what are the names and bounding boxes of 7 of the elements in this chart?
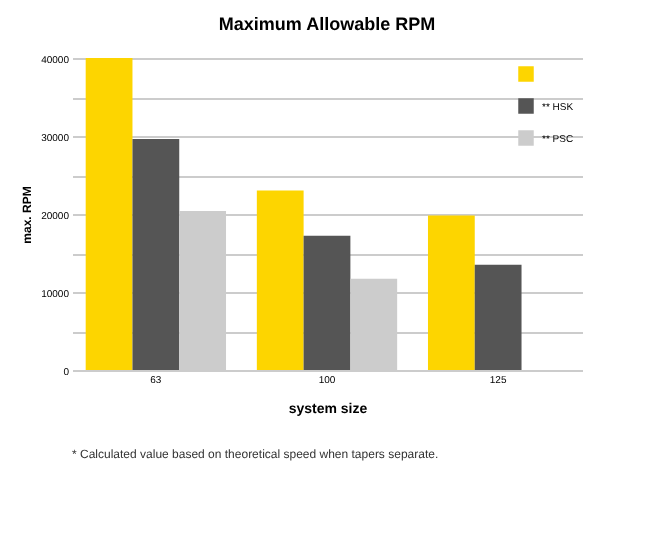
bar [256, 190, 304, 370]
bar [427, 215, 475, 370]
bar [85, 58, 133, 370]
bar [474, 264, 522, 370]
chart-title: Maximum Allowable RPM [218, 14, 436, 34]
bar [132, 139, 180, 370]
bar [303, 235, 351, 370]
